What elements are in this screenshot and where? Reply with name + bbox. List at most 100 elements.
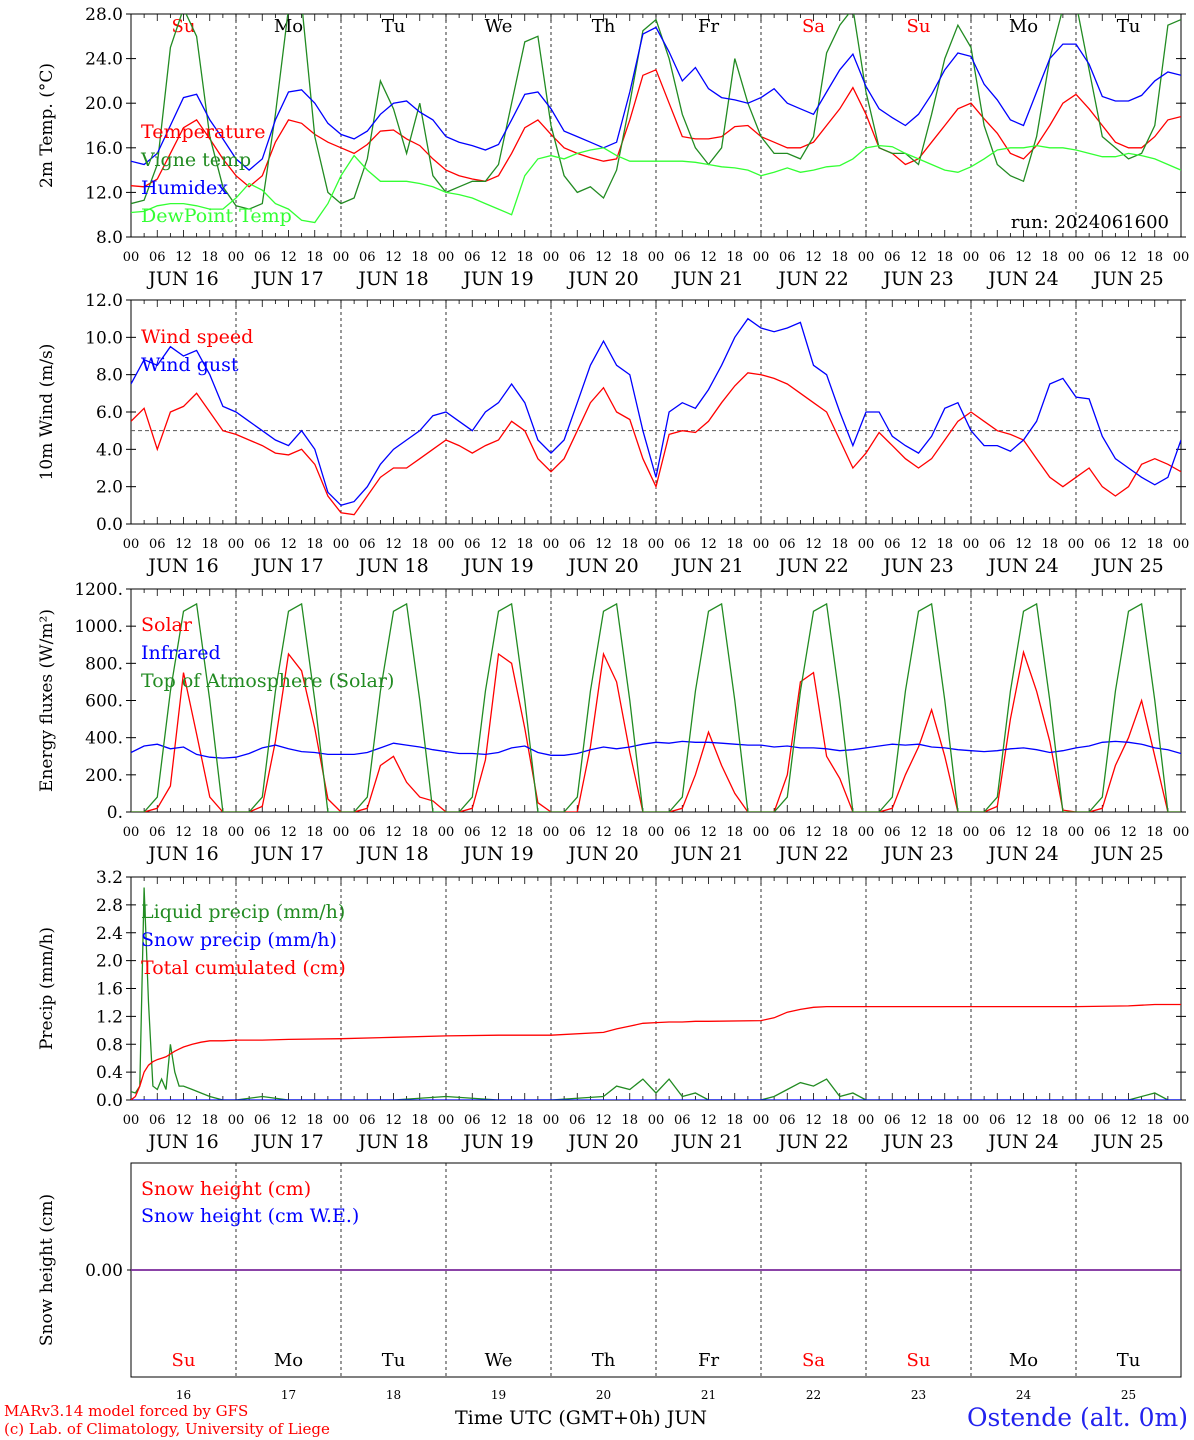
legend-entry: Snow height (cm W.E.) xyxy=(141,1205,359,1227)
hour-tick-label: 12 xyxy=(175,250,192,265)
hour-tick-label: 12 xyxy=(910,1113,927,1128)
y-axis-label: 2m Temp. (°C) xyxy=(37,63,57,188)
hour-tick-label: 18 xyxy=(1041,825,1058,840)
date-label: JUN 16 xyxy=(146,1131,218,1153)
hour-tick-label: 18 xyxy=(726,825,743,840)
hour-tick-label: 00 xyxy=(963,825,980,840)
date-label: JUN 19 xyxy=(461,268,533,290)
hour-tick-label: 06 xyxy=(254,537,271,552)
hour-tick-label: 18 xyxy=(831,1113,848,1128)
y-tick-label: 1000. xyxy=(74,617,123,637)
hour-tick-label: 00 xyxy=(648,537,665,552)
hour-tick-label: 12 xyxy=(1120,1113,1137,1128)
hour-tick-label: 18 xyxy=(936,250,953,265)
y-tick-label: 600. xyxy=(85,692,123,712)
date-label: JUN 18 xyxy=(356,1131,428,1153)
hour-tick-label: 00 xyxy=(228,250,245,265)
y-tick-label: 12.0 xyxy=(85,291,123,311)
hour-tick-label: 06 xyxy=(149,250,166,265)
hour-tick-label: 00 xyxy=(228,537,245,552)
hour-tick-label: 12 xyxy=(280,825,297,840)
hour-tick-label: 12 xyxy=(280,250,297,265)
hour-tick-label: 12 xyxy=(385,1113,402,1128)
legend-entry: Top of Atmosphere (Solar) xyxy=(141,670,394,692)
hour-tick-label: 00 xyxy=(228,1113,245,1128)
hour-tick-label: 12 xyxy=(1015,1113,1032,1128)
hour-tick-label: 12 xyxy=(805,1113,822,1128)
hour-tick-label: 18 xyxy=(936,1113,953,1128)
hour-tick-label: 12 xyxy=(700,250,717,265)
hour-tick-label: 00 xyxy=(753,825,770,840)
hour-tick-label: 00 xyxy=(123,825,140,840)
y-axis-label: Precip (mm/h) xyxy=(37,927,57,1050)
hour-tick-label: 00 xyxy=(1068,825,1085,840)
date-label: JUN 16 xyxy=(146,555,218,577)
series-infrared-line xyxy=(131,740,1181,759)
series-solar-line xyxy=(131,649,1181,812)
hour-tick-label: 00 xyxy=(858,537,875,552)
hour-tick-label: 06 xyxy=(884,537,901,552)
weekday-label: Tu xyxy=(1117,1350,1141,1371)
hour-tick-label: 00 xyxy=(858,1113,875,1128)
hour-tick-label: 00 xyxy=(123,537,140,552)
y-tick-label: 1.2 xyxy=(96,1007,123,1027)
hour-tick-label: 00 xyxy=(1068,537,1085,552)
weekday-label: Mo xyxy=(1009,1350,1038,1371)
hour-tick-label: 06 xyxy=(884,825,901,840)
hour-tick-label: 00 xyxy=(543,537,560,552)
legend-entry: Liquid precip (mm/h) xyxy=(141,901,345,923)
hour-tick-label: 00 xyxy=(1173,825,1190,840)
date-label: JUN 23 xyxy=(881,555,953,577)
hour-tick-label: 12 xyxy=(595,537,612,552)
hour-tick-label: 00 xyxy=(1068,250,1085,265)
hour-tick-label: 12 xyxy=(700,537,717,552)
legend-entry: Snow height (cm) xyxy=(141,1178,311,1200)
weekday-label: Mo xyxy=(274,16,303,37)
hour-tick-label: 12 xyxy=(805,537,822,552)
series-temperature-line xyxy=(131,68,1181,188)
hour-tick-label: 18 xyxy=(1146,537,1163,552)
date-label: JUN 16 xyxy=(146,268,218,290)
hour-tick-label: 18 xyxy=(1146,250,1163,265)
hour-tick-label: 12 xyxy=(280,1113,297,1128)
weekday-label: Tu xyxy=(1117,16,1141,37)
hour-tick-label: 18 xyxy=(621,537,638,552)
hour-tick-label: 18 xyxy=(411,825,428,840)
hour-tick-label: 06 xyxy=(674,1113,691,1128)
hour-tick-label: 06 xyxy=(1094,250,1111,265)
hour-tick-label: 06 xyxy=(989,537,1006,552)
date-label: JUN 21 xyxy=(671,555,743,577)
date-label: JUN 24 xyxy=(986,1131,1058,1153)
y-tick-label: 0.4 xyxy=(96,1063,123,1083)
hour-tick-label: 12 xyxy=(595,1113,612,1128)
hour-tick-label: 12 xyxy=(175,537,192,552)
hour-tick-label: 18 xyxy=(306,825,323,840)
hour-tick-label: 06 xyxy=(1094,825,1111,840)
hour-tick-label: 06 xyxy=(569,250,586,265)
hour-tick-label: 06 xyxy=(149,825,166,840)
hour-tick-label: 06 xyxy=(989,250,1006,265)
y-axis-label: Energy fluxes (W/m²) xyxy=(37,609,57,792)
hour-tick-label: 00 xyxy=(1173,250,1190,265)
y-tick-label: 24.0 xyxy=(85,50,123,70)
hour-tick-label: 18 xyxy=(1041,1113,1058,1128)
hour-tick-label: 00 xyxy=(963,250,980,265)
hour-tick-label: 06 xyxy=(989,1113,1006,1128)
date-label: JUN 20 xyxy=(566,843,638,865)
plot-frame xyxy=(130,588,1182,813)
y-tick-label: 6.0 xyxy=(96,403,123,423)
hour-tick-label: 18 xyxy=(411,537,428,552)
hour-tick-label: 06 xyxy=(464,250,481,265)
hour-tick-label: 18 xyxy=(621,1113,638,1128)
hour-tick-label: 00 xyxy=(333,1113,350,1128)
hour-tick-label: 06 xyxy=(359,250,376,265)
hour-tick-label: 12 xyxy=(490,1113,507,1128)
hour-tick-label: 18 xyxy=(621,250,638,265)
series-humidex-line xyxy=(131,26,1181,171)
series-wind-speed-line xyxy=(131,372,1181,516)
hour-tick-label: 18 xyxy=(516,1113,533,1128)
date-label: JUN 18 xyxy=(356,843,428,865)
date-label: JUN 23 xyxy=(881,268,953,290)
hour-tick-label: 12 xyxy=(1015,250,1032,265)
